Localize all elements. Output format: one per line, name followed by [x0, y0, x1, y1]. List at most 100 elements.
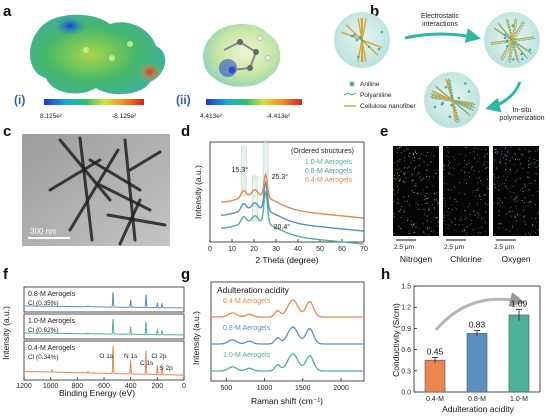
eds-dot [499, 205, 501, 207]
aniline-dot [457, 96, 461, 100]
colorbar-ii [206, 99, 302, 105]
eds-dot [486, 153, 488, 155]
eds-dot [514, 172, 516, 174]
eds-dot [451, 203, 453, 205]
eds-map-oxygen [493, 146, 539, 236]
tem-image [22, 134, 170, 246]
eds-dot [515, 200, 517, 202]
panel-letter-e: e [380, 123, 388, 140]
eds-dot [481, 148, 483, 150]
eds-dot [499, 160, 501, 162]
eds-dot [493, 202, 495, 204]
eds-dot [395, 168, 397, 170]
eds-dot [465, 233, 467, 235]
eds-dot [537, 148, 539, 150]
eds-dot [400, 205, 402, 207]
colorbar-ii-max: -4.413e² [266, 113, 291, 120]
eds-dot [477, 227, 479, 229]
eds-dot [411, 173, 413, 175]
eds-dot [410, 223, 412, 225]
eds-dot [447, 211, 449, 213]
nanofiber [98, 183, 152, 212]
eds-dot [397, 188, 399, 190]
eds-dot [396, 164, 398, 166]
eds-dot [394, 193, 396, 195]
eds-dot [443, 214, 445, 216]
eds-dot [484, 156, 486, 158]
eds-dot [453, 229, 455, 231]
eds-dot [393, 162, 395, 164]
eds-dot [468, 162, 470, 164]
eds-dot [505, 179, 507, 181]
eds-dot [496, 151, 498, 153]
eds-dot [517, 200, 519, 202]
eds-dot [530, 162, 532, 164]
legend-aniline: Aniline [360, 81, 380, 88]
eds-dot [484, 149, 486, 151]
eds-dot [414, 151, 416, 153]
xrd-line-1.0 [220, 191, 364, 245]
eds-dot [423, 161, 425, 163]
eds-dot [473, 210, 475, 212]
eds-dot [412, 179, 414, 181]
eds-dot [509, 231, 511, 233]
eds-dot [471, 229, 473, 231]
eds-dot [423, 198, 425, 200]
eds-dot [412, 224, 414, 226]
eds-dot [443, 216, 445, 218]
eds-dot [415, 202, 417, 204]
eds-dot [414, 185, 416, 187]
aniline-dot [350, 34, 354, 38]
eds-dot [537, 229, 539, 231]
eds-dot [535, 166, 537, 168]
aniline-dot [506, 44, 509, 48]
eds-dot [528, 202, 530, 204]
eds-dot [447, 223, 449, 225]
aniline-dot [367, 45, 371, 49]
eds-dot [532, 223, 534, 225]
eds-dot [399, 208, 401, 210]
eds-dot [513, 180, 515, 182]
eds-map-nitrogen [393, 146, 439, 236]
aniline-dot [520, 52, 523, 56]
eds-dot [423, 231, 425, 233]
eds-dot [410, 220, 412, 222]
eds-dot [403, 210, 405, 212]
xps-line [24, 345, 184, 376]
eds-dot [446, 183, 448, 185]
aniline-dot [444, 85, 448, 89]
eds-dot [451, 221, 453, 223]
eds-dot [404, 173, 406, 175]
eds-dot [522, 153, 524, 155]
panel-letter-b: b [370, 3, 379, 20]
eds-dot [503, 157, 505, 159]
eds-dot [467, 225, 469, 227]
eds-dot [510, 146, 512, 148]
eds-dot [493, 233, 495, 235]
eds-dot [411, 190, 413, 192]
legend-d: 0.4-M Aerogels [305, 177, 353, 184]
eds-dot [486, 166, 488, 168]
nanofiber [88, 158, 142, 192]
annotation-d: 15.3° [232, 166, 249, 174]
eds-dot [443, 169, 445, 171]
eds-dot [477, 189, 479, 191]
eds-dot [525, 223, 527, 225]
panel-letter-d: d [181, 123, 190, 140]
eds-dot [507, 151, 509, 153]
aniline-dot [433, 105, 437, 109]
aniline-dot [380, 30, 384, 34]
eds-dot [454, 186, 456, 188]
eds-dot [449, 167, 451, 169]
eds-dot [494, 176, 496, 178]
eds-dot [436, 225, 438, 227]
peak-guide-box [252, 175, 258, 222]
eds-dot [413, 223, 415, 225]
eds-dot [514, 215, 516, 217]
eds-dot [498, 189, 500, 191]
eds-dot [514, 216, 516, 218]
colorbar-i-max: -8.125e² [112, 113, 137, 120]
eds-dot [426, 176, 428, 178]
aniline-dot [361, 39, 364, 43]
eds-dot [399, 159, 401, 161]
